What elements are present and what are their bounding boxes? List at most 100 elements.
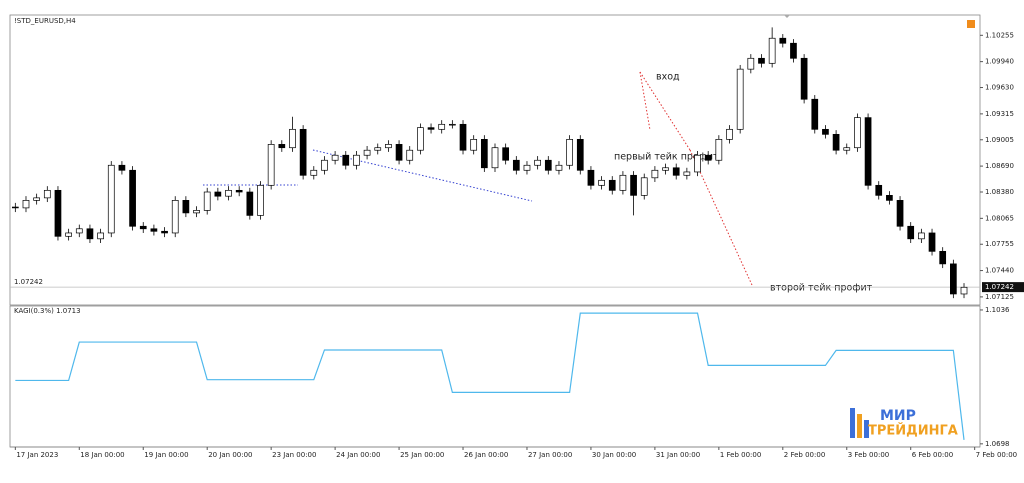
y-tick-label: 1.07125 — [985, 293, 1014, 301]
candle-body — [97, 232, 104, 240]
candle-body — [907, 225, 915, 240]
candle-body — [203, 191, 211, 211]
candle-body — [598, 179, 605, 186]
x-tick-label: 25 Jan 00:00 — [400, 451, 444, 459]
y-tick-label: 1.08380 — [985, 188, 1014, 196]
trade-line — [639, 71, 651, 131]
candle-body — [427, 127, 435, 130]
chart-badge[interactable] — [967, 20, 975, 28]
candle-body — [321, 159, 328, 171]
candle-body — [672, 167, 680, 176]
candle-body — [107, 164, 115, 234]
candle-body — [299, 128, 307, 176]
candle-body — [118, 164, 126, 171]
x-tick-label: 3 Feb 00:00 — [848, 451, 889, 459]
candle-body — [747, 57, 755, 70]
candle-body — [928, 232, 936, 252]
logo-bar — [864, 420, 869, 438]
annotation: второй тейк профит — [770, 283, 873, 294]
scroll-marker — [784, 15, 790, 18]
candle-body — [736, 68, 744, 130]
candle-body — [235, 189, 243, 193]
x-tick-label: 23 Jan 00:00 — [272, 451, 316, 459]
candle-body — [875, 184, 883, 196]
candle-body — [619, 174, 627, 191]
candle-body — [534, 159, 541, 166]
candle-body — [608, 179, 616, 191]
logo-text: МИР — [880, 408, 916, 424]
candle-body — [790, 42, 797, 59]
logo-bar — [857, 414, 862, 438]
candle-body — [630, 174, 637, 196]
price-tag-label: 1.07242 — [985, 283, 1014, 291]
candle-body — [950, 263, 957, 295]
candle-body — [150, 228, 158, 232]
y-tick-label: 1.07755 — [985, 240, 1014, 248]
candle-body — [758, 57, 765, 64]
candle-body — [278, 144, 286, 149]
candle-body — [523, 164, 531, 171]
price-tag — [982, 282, 1024, 293]
candle-body — [811, 98, 819, 130]
logo-bar — [850, 408, 855, 438]
x-tick-label: 17 Jan 2023 — [16, 451, 58, 459]
candle-body — [182, 200, 190, 214]
candle-body — [576, 139, 584, 171]
candle-body — [449, 123, 456, 126]
candle-body — [267, 144, 275, 186]
candle-body — [502, 147, 510, 161]
candle-body — [715, 139, 723, 161]
candle-body — [139, 225, 147, 230]
candle-body — [587, 169, 595, 186]
candle-body — [363, 149, 371, 156]
candle-body — [480, 139, 488, 169]
y-tick-label: 1.08065 — [985, 214, 1014, 222]
candle-body — [768, 37, 776, 64]
candle-body — [193, 210, 200, 214]
x-tick-label: 27 Jan 00:00 — [528, 451, 572, 459]
x-tick-label: 26 Jan 00:00 — [464, 451, 508, 459]
kagi-line — [15, 312, 965, 440]
candle-body — [800, 57, 808, 100]
candle-body — [246, 191, 254, 216]
candle-body — [342, 154, 350, 166]
candle-body — [470, 139, 478, 151]
candle-body — [918, 232, 925, 240]
candle-body — [417, 127, 424, 151]
candle-body — [512, 159, 520, 171]
candle-body — [22, 200, 30, 209]
candle-body — [11, 206, 19, 209]
y-tick-label: 1.09005 — [985, 136, 1014, 144]
candle-body — [896, 200, 904, 227]
candle-body — [886, 195, 893, 201]
candle-body — [822, 128, 829, 135]
candle-body — [331, 154, 339, 161]
candle-body — [566, 139, 573, 166]
logo: МИР ТРЕЙДИНГА — [850, 408, 958, 439]
candle-body — [491, 147, 499, 169]
y-tick-label: 1.07440 — [985, 267, 1014, 275]
x-tick-label: 2 Feb 00:00 — [784, 451, 825, 459]
candle-body — [33, 197, 40, 201]
x-tick-label: 31 Jan 00:00 — [656, 451, 700, 459]
x-tick-label: 19 Jan 00:00 — [144, 451, 188, 459]
candle-body — [310, 169, 318, 176]
candle-body — [459, 123, 467, 151]
y-tick-label: 1.1036 — [985, 306, 1010, 314]
y-tick-label: 1.09940 — [985, 58, 1014, 66]
candle-body — [640, 177, 648, 196]
candle-body — [214, 191, 222, 197]
candle-body — [54, 189, 62, 237]
y-tick-label: 1.10255 — [985, 31, 1014, 39]
candle-body — [353, 154, 360, 166]
candle-body — [395, 144, 403, 161]
candle-body — [854, 117, 861, 149]
candle-body — [43, 189, 51, 199]
candle-body — [171, 200, 179, 234]
candle-body — [555, 164, 563, 171]
candle-body — [406, 149, 414, 161]
x-tick-label: 20 Jan 00:00 — [208, 451, 252, 459]
price-label: 1.07242 — [14, 278, 43, 286]
